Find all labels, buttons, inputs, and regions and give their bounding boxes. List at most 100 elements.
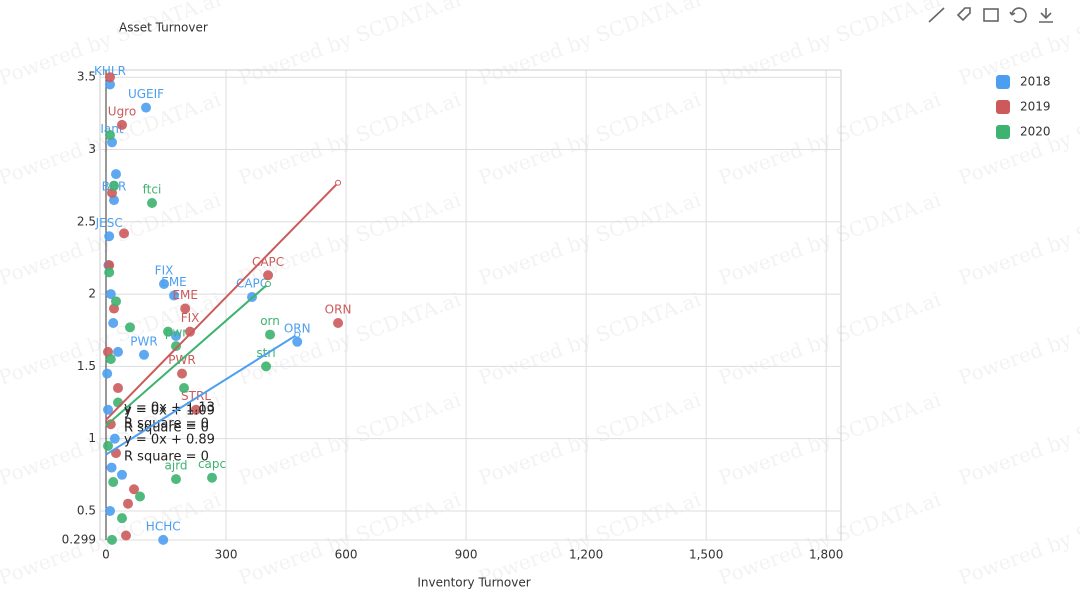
point	[169, 290, 180, 301]
y-tick-label: 2.5	[77, 214, 96, 228]
point	[180, 303, 191, 314]
tool-download[interactable]	[1039, 8, 1053, 23]
point	[123, 498, 134, 509]
watermark: Powered by SCDATA.ai	[955, 187, 1080, 290]
watermark: Powered by SCDATA.ai	[955, 487, 1080, 590]
point	[158, 534, 169, 545]
point	[111, 296, 122, 307]
point-label: FIX	[155, 263, 174, 277]
x-axis-title: Inventory Turnover	[417, 576, 530, 590]
x-tick-label: 1,500	[689, 548, 723, 562]
point	[105, 505, 116, 516]
y-tick-label: 1	[88, 431, 96, 445]
point	[109, 433, 120, 444]
point	[129, 484, 140, 495]
x-tick-label: 0	[102, 548, 110, 562]
point	[113, 383, 124, 394]
point	[263, 270, 274, 281]
watermark: Powered by SCDATA.ai	[715, 0, 943, 90]
legend-swatch	[996, 75, 1010, 89]
point	[141, 102, 152, 113]
point	[108, 477, 119, 488]
point	[105, 419, 116, 430]
watermark: Powered by SCDATA.ai	[475, 0, 703, 90]
y-tick-label: 2	[88, 287, 96, 301]
point-label: capc	[198, 457, 226, 471]
point	[171, 331, 182, 342]
trend-r-square: R square = 0	[124, 421, 209, 436]
legend-swatch	[996, 125, 1010, 139]
point-label: HCHC	[146, 519, 181, 533]
point	[119, 228, 130, 239]
point-label: ajrd	[165, 459, 188, 473]
point	[113, 397, 124, 408]
toolbar	[928, 7, 1053, 23]
point	[171, 474, 182, 485]
point-label: PWR	[130, 334, 157, 348]
watermark: Powered by SCDATA.ai	[235, 487, 463, 590]
y-tick-label: 3.5	[77, 70, 96, 84]
point-label: FIX	[181, 311, 200, 325]
trend-equation: y = 0x + 0.89	[124, 433, 215, 448]
trendline	[105, 283, 269, 427]
point	[191, 404, 202, 415]
point	[147, 198, 158, 209]
y-tick-label: 1.5	[77, 359, 96, 373]
point	[207, 472, 218, 483]
point	[109, 180, 120, 191]
tool-table[interactable]	[983, 8, 999, 22]
x-tick-label: 1,800	[809, 548, 843, 562]
legend-swatch	[996, 100, 1010, 114]
watermark: Powered by SCDATA.ai	[235, 87, 463, 190]
point	[171, 341, 182, 352]
point	[111, 169, 122, 180]
watermark: Powered by SCDATA.ai	[475, 287, 703, 390]
point-label: JESC	[95, 216, 123, 230]
point	[107, 534, 118, 545]
trend-end	[335, 179, 342, 186]
point	[104, 231, 115, 242]
point-label: pwr	[165, 326, 187, 340]
point-label: EME	[161, 275, 187, 289]
point	[105, 72, 116, 83]
point	[117, 119, 128, 130]
point-label: UGEIF	[128, 87, 164, 101]
watermark: Powered by SCDATA.ai	[955, 287, 1080, 390]
point	[105, 354, 116, 365]
y-tick-label: 3	[88, 142, 96, 156]
y-tick-label: 0.5	[77, 503, 96, 517]
tool-tag[interactable]	[956, 7, 971, 22]
trend-end	[294, 331, 301, 338]
watermark: Powered by SCDATA.ai	[475, 487, 703, 590]
watermark: Powered by SCDATA.ai	[235, 0, 463, 90]
point	[113, 346, 124, 357]
point	[105, 130, 116, 141]
tool-line[interactable]	[928, 7, 945, 23]
trend-end	[265, 280, 272, 287]
y-tick-label: 0.299	[62, 533, 96, 547]
point	[139, 349, 150, 360]
point	[121, 530, 132, 541]
x-tick-label: 1,200	[569, 548, 603, 562]
point	[108, 317, 119, 328]
trend-r-square: R square = 0	[124, 450, 209, 465]
point	[104, 260, 115, 271]
watermark: Powered by SCDATA.ai	[715, 87, 943, 190]
trend-r-square: R square = 0	[124, 417, 209, 432]
point	[103, 440, 114, 451]
point	[135, 491, 146, 502]
legend-label: 2019	[1020, 100, 1051, 114]
point	[105, 289, 116, 300]
point	[102, 368, 113, 379]
point	[104, 267, 115, 278]
tool-refresh[interactable]	[1009, 7, 1027, 23]
watermark: Powered by SCDATA.ai	[955, 387, 1080, 490]
point	[106, 462, 117, 473]
point-label: orn	[260, 314, 280, 328]
point	[177, 368, 188, 379]
x-tick-label: 900	[455, 548, 478, 562]
point-label: Ugro	[108, 104, 136, 118]
point	[163, 326, 174, 337]
trend-equation: y = 0x + 1.09	[124, 404, 215, 419]
